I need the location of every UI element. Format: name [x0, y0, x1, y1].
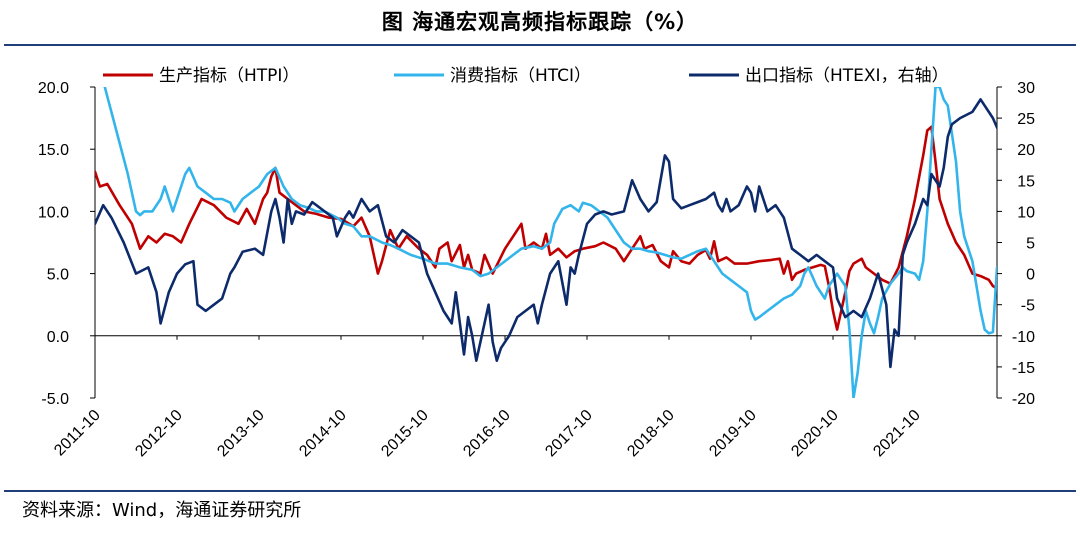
- x-tick-label: 2011-10: [51, 407, 104, 460]
- series-line-2: [103, 87, 997, 398]
- right-tick-label: -5: [1021, 298, 1035, 315]
- right-tick-label: 15: [1017, 173, 1035, 190]
- right-tick-label: 25: [1017, 111, 1035, 128]
- right-tick-label: 30: [1017, 80, 1035, 97]
- left-tick-label: 15.0: [38, 142, 69, 159]
- x-tick-label: 2017-10: [542, 407, 596, 461]
- x-tick-label: 2014-10: [296, 407, 350, 461]
- left-tick-label: 0.0: [47, 329, 69, 346]
- x-tick-label: 2020-10: [788, 407, 842, 461]
- chart-plot: 20.0 15.0 10.0 5.0 0.0 -5.0 30 25 20 15 10 5 0 -5 -10 -…: [38, 66, 1035, 460]
- right-tick-label: -10: [1012, 329, 1035, 346]
- x-tick-label: 2019-10: [706, 407, 760, 461]
- legend-label-3: 出口指标（HTEXI，右轴）: [745, 66, 949, 86]
- x-tick-label: 2018-10: [624, 407, 678, 461]
- title-rule: [4, 44, 1076, 46]
- right-tick-label: 0: [1026, 267, 1035, 284]
- chart-legend: 生产指标（HTPI） 消费指标（HTCI） 出口指标（HTEXI，右轴）: [103, 66, 949, 86]
- x-tick-label: 2013-10: [214, 407, 268, 461]
- right-tick-label: -20: [1012, 391, 1035, 408]
- source-rule: [4, 490, 1076, 492]
- legend-label-1: 生产指标（HTPI）: [159, 66, 299, 86]
- x-tick-label: 2015-10: [378, 407, 432, 461]
- right-tick-label: 10: [1017, 204, 1035, 221]
- source-note: 资料来源：Wind，海通证券研究所: [22, 500, 302, 521]
- series-line-3: [95, 98, 997, 369]
- left-tick-label: 20.0: [38, 80, 69, 97]
- x-tick-label: 2021-10: [870, 407, 924, 461]
- right-tick-label: 5: [1026, 236, 1035, 253]
- right-tick-label: 20: [1017, 142, 1035, 159]
- axes-layer: 20.0 15.0 10.0 5.0 0.0 -5.0 30 25 20 15 10 5 0 -5 -10 -…: [38, 80, 1035, 460]
- left-tick-label: -5.0: [41, 391, 69, 408]
- right-tick-label: -15: [1012, 360, 1035, 377]
- legend-label-2: 消费指标（HTCI）: [450, 66, 591, 86]
- series-line-1: [95, 125, 997, 331]
- left-tick-label: 5.0: [47, 267, 69, 284]
- left-tick-label: 10.0: [38, 204, 69, 221]
- x-tick-label: 2012-10: [132, 407, 186, 461]
- series-layer: [95, 87, 997, 398]
- x-tick-label: 2016-10: [460, 407, 514, 461]
- chart-title: 图 海通宏观高频指标跟踪（%）: [381, 10, 699, 34]
